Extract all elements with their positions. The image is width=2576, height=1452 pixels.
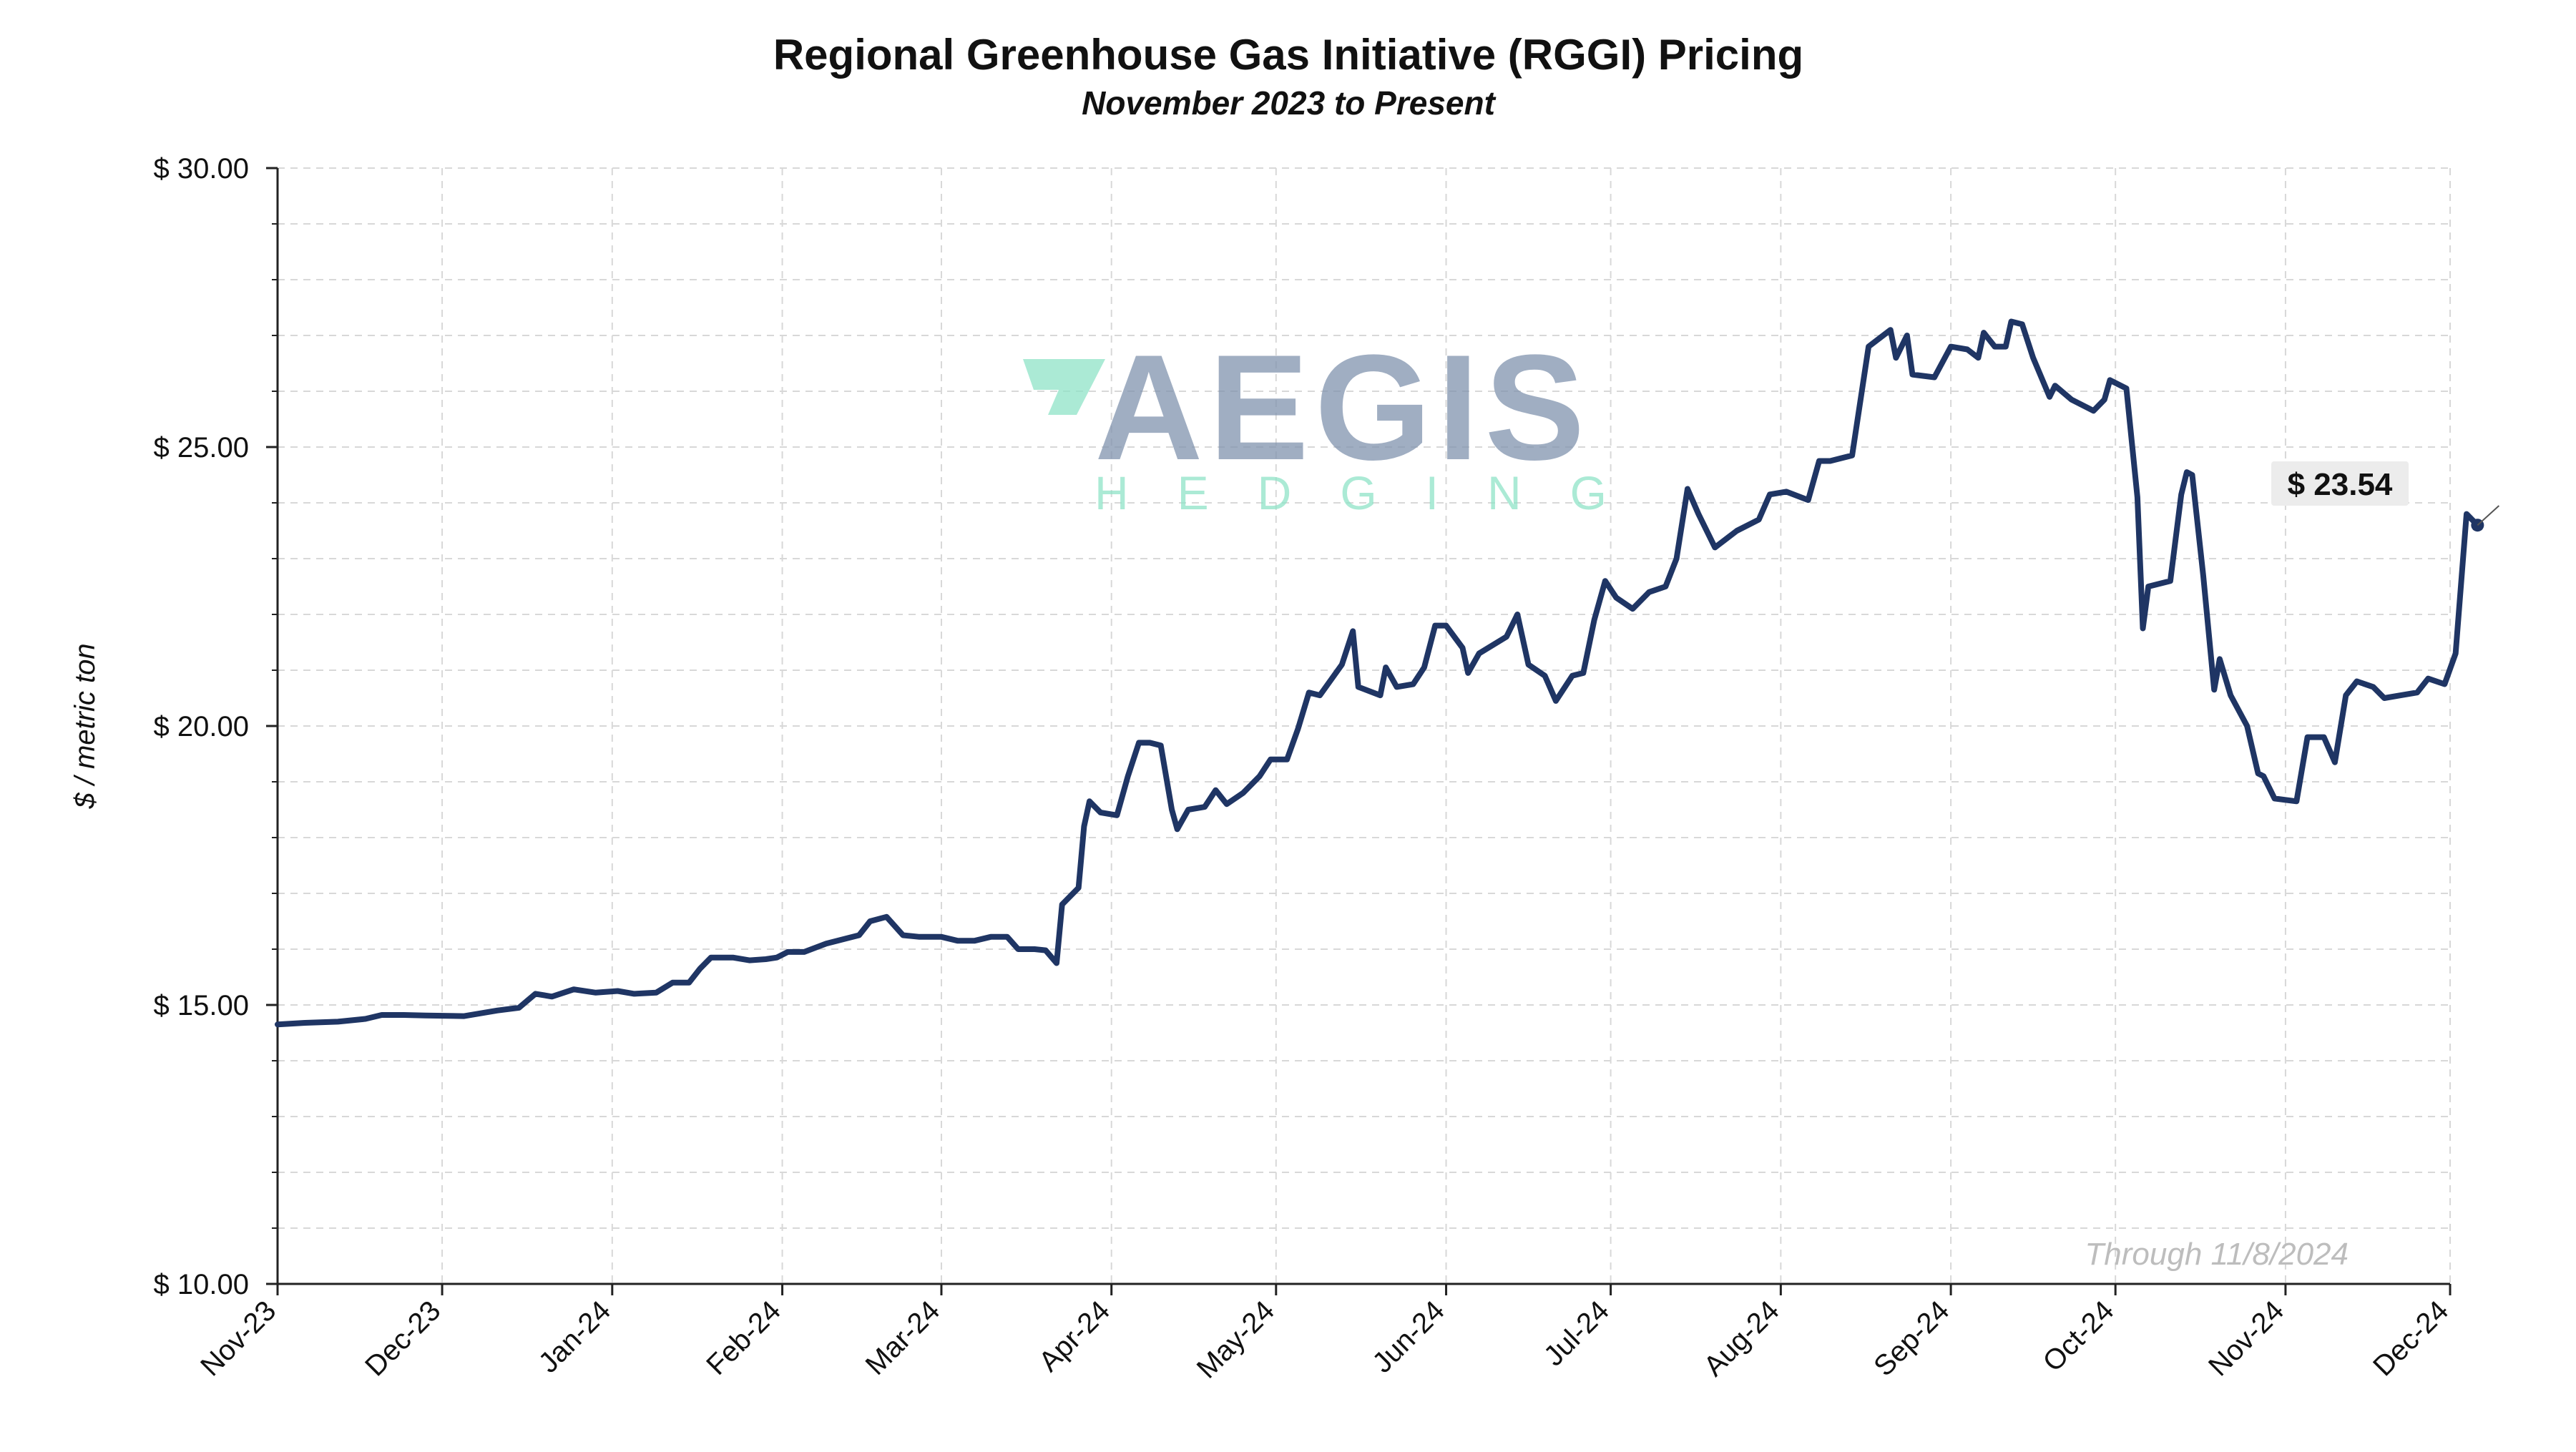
gridlines: [278, 167, 2451, 1284]
x-tick-label: May-24: [1191, 1295, 1280, 1384]
aegis-logo-mark: [1023, 359, 1105, 415]
x-tick-label: Dec-23: [359, 1295, 446, 1382]
watermark-tagline: HEDGING: [1094, 466, 1655, 519]
x-tick-label: Mar-24: [860, 1295, 946, 1381]
last-value-label-background: [2271, 461, 2409, 506]
x-tick-label: Sep-24: [1868, 1295, 1955, 1382]
x-tick-label: Jan-24: [533, 1295, 617, 1379]
y-axis-label: $ / metric ton: [69, 643, 101, 809]
y-tick-labels: $ 10.00 $ 15.00 $ 20.00 $ 25.00 $ 30.00: [154, 153, 249, 1300]
last-value-callout: $ 23.54: [2271, 461, 2500, 526]
through-date-annotation: Through 11/8/2024: [2085, 1237, 2349, 1272]
chart-subtitle: November 2023 to Present: [1082, 84, 1496, 122]
watermark-name: AEGIS: [1094, 323, 1590, 491]
last-value-label: $ 23.54: [2288, 467, 2393, 502]
x-tick-label: Nov-23: [195, 1295, 282, 1382]
x-tick-label: Feb-24: [700, 1295, 787, 1381]
x-tick-labels: Nov-23 Dec-23 Jan-24 Feb-24 Mar-24 Apr-24 May-…: [195, 1295, 2454, 1384]
x-tick-label: Nov-24: [2203, 1295, 2290, 1382]
y-tick-label: $ 25.00: [154, 432, 249, 463]
y-tick-label: $ 10.00: [154, 1269, 249, 1300]
price-series-line: [275, 318, 2481, 1028]
axes: [266, 167, 2452, 1295]
aegis-watermark: AEGIS HEDGING: [1023, 323, 1655, 519]
x-tick-label: Jun-24: [1366, 1295, 1451, 1379]
x-tick-label: Apr-24: [1033, 1295, 1116, 1378]
x-tick-label: Aug-24: [1698, 1295, 1785, 1382]
y-tick-label: $ 30.00: [154, 153, 249, 185]
last-value-leader-line: [2477, 505, 2500, 526]
x-tick-label: Oct-24: [2037, 1295, 2120, 1378]
y-tick-label: $ 15.00: [154, 990, 249, 1021]
chart-title: Regional Greenhouse Gas Initiative (RGGI…: [773, 31, 1803, 79]
x-tick-label: Dec-24: [2367, 1295, 2454, 1382]
y-tick-label: $ 20.00: [154, 711, 249, 742]
x-tick-label: Jul-24: [1538, 1295, 1615, 1372]
